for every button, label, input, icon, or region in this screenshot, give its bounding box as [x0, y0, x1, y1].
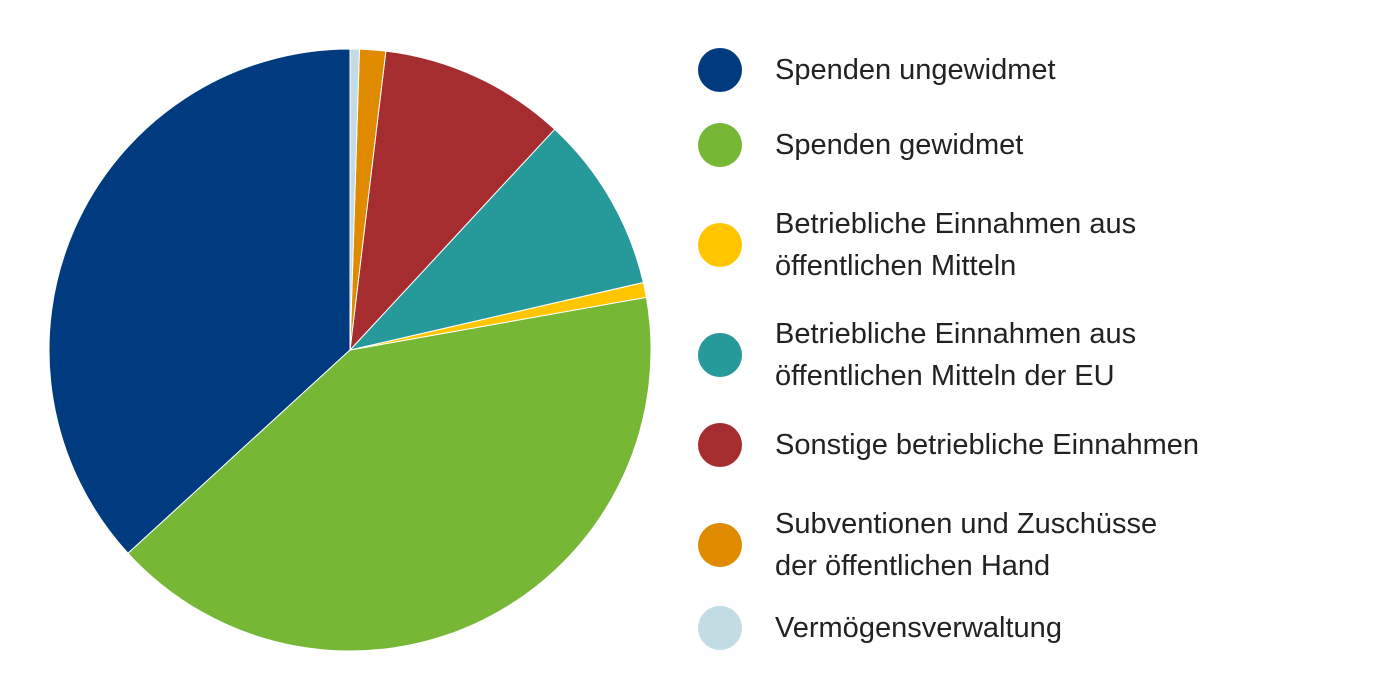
- legend-item: Vermögensverwaltung: [698, 606, 1062, 650]
- pie-slice: [127, 296, 652, 652]
- legend-swatch: [698, 123, 742, 167]
- legend-label: Spenden gewidmet: [775, 129, 1024, 161]
- legend-swatch: [698, 223, 742, 267]
- legend-swatch: [698, 606, 742, 650]
- legend-swatch: [698, 48, 742, 92]
- legend-label: Betriebliche Einnahmen aus öffentlichen …: [775, 318, 1137, 392]
- legend-item: Subventionen und Zuschüsse der öffentlic…: [698, 503, 1157, 587]
- legend-label: Subventionen und Zuschüsse der öffentlic…: [775, 508, 1158, 582]
- pie-slice: [348, 128, 644, 351]
- legend-label: Sonstige betriebliche Einnahmen: [775, 429, 1199, 461]
- pie-slice: [349, 50, 556, 352]
- pie-slice: [48, 48, 351, 554]
- legend-item: Spenden gewidmet: [698, 123, 1023, 167]
- legend-swatch: [698, 333, 742, 377]
- legend-item: Spenden ungewidmet: [698, 48, 1056, 92]
- legend-label: Vermögensverwaltung: [775, 612, 1062, 644]
- legend-item: Betriebliche Einnahmen aus öffentlichen …: [698, 313, 1136, 397]
- pie-chart: [48, 48, 652, 652]
- legend-item: Betriebliche Einnahmen aus öffentlichen …: [698, 203, 1136, 287]
- legend-swatch: [698, 523, 742, 567]
- legend-swatch: [698, 423, 742, 467]
- legend-label: Spenden ungewidmet: [775, 54, 1056, 86]
- legend-item: Sonstige betriebliche Einnahmen: [698, 423, 1199, 467]
- legend-label: Betriebliche Einnahmen aus öffentlichen …: [775, 208, 1137, 282]
- pie-slice: [349, 48, 360, 351]
